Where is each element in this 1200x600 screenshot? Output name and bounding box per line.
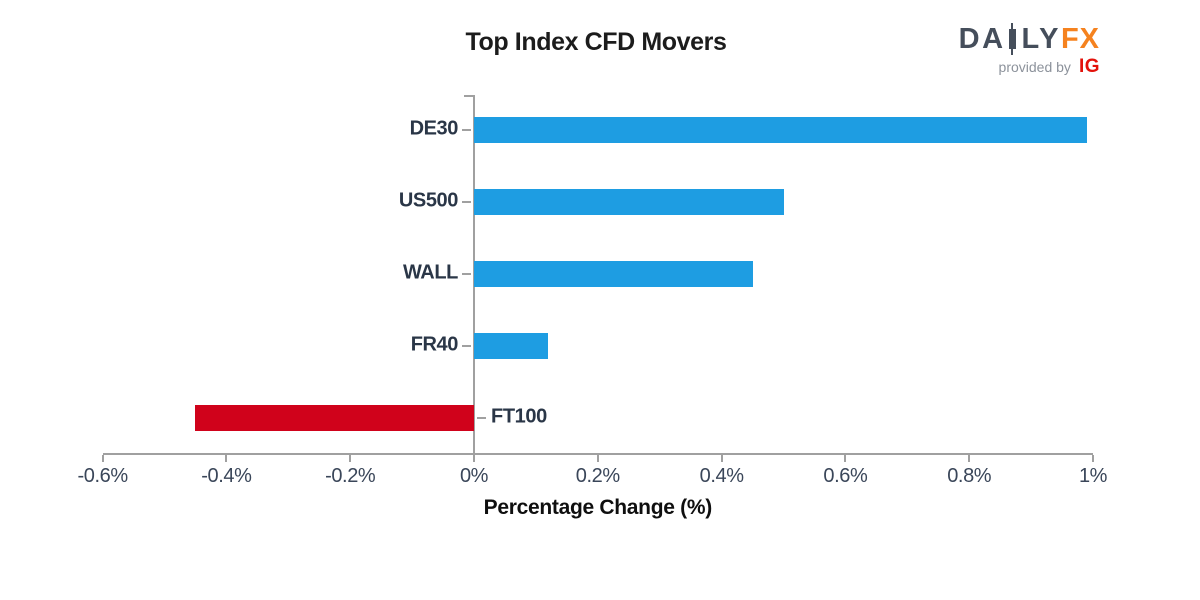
chart-title: Top Index CFD Movers	[465, 28, 727, 56]
x-axis-title: Percentage Change (%)	[483, 496, 713, 519]
logo-text-da: DA	[958, 22, 1006, 55]
category-tick-fr40	[462, 345, 471, 347]
logo-text-fx: FX	[1060, 22, 1100, 55]
x-tick	[349, 455, 352, 462]
x-tick	[596, 455, 599, 462]
y-axis-endcap	[464, 95, 473, 97]
x-tick-label-06: -0.6%	[77, 465, 128, 487]
x-axis-line	[102, 453, 1093, 455]
dailyfx-wordmark: DA LY FX	[959, 23, 1100, 55]
x-tick-label-02: -0.2%	[325, 465, 376, 487]
x-tick-label-0: 0%	[459, 465, 489, 487]
category-label-wall: WALL	[402, 261, 458, 284]
category-tick-us500	[462, 201, 471, 203]
x-tick	[1092, 455, 1094, 462]
category-label-de30: DE30	[409, 117, 459, 140]
bar-us500	[474, 189, 784, 215]
category-label-us500: US500	[398, 189, 459, 212]
x-tick	[968, 455, 971, 462]
dailyfx-logo: DA LY FX provided by IG	[959, 23, 1100, 78]
category-label-ft100: FT100	[491, 405, 547, 428]
category-tick-ft100	[477, 417, 486, 419]
x-tick-label-04: -0.4%	[201, 465, 252, 487]
category-tick-de30	[462, 129, 471, 131]
bar-wall	[474, 261, 753, 287]
logo-text-ly: LY	[1021, 22, 1061, 55]
x-tick-label-06: 0.6%	[823, 465, 868, 487]
x-tick	[844, 455, 847, 462]
x-tick	[225, 455, 228, 462]
ig-logo: IG	[1078, 56, 1100, 77]
category-label-fr40: FR40	[410, 333, 459, 356]
x-tick-label-04: 0.4%	[699, 465, 744, 487]
candlestick-icon	[1008, 23, 1016, 55]
bar-de30	[474, 117, 1087, 143]
x-tick-label-08: 0.8%	[947, 465, 992, 487]
provided-by-label: provided by	[998, 59, 1071, 75]
logo-subline: provided by IG	[959, 56, 1100, 78]
x-tick	[720, 455, 723, 462]
category-tick-wall	[462, 273, 471, 275]
x-tick-label-1: 1%	[1078, 465, 1108, 487]
bar-fr40	[474, 333, 549, 359]
bar-ft100	[195, 405, 474, 431]
x-tick-label-02: 0.2%	[575, 465, 620, 487]
x-tick	[473, 455, 475, 462]
x-tick	[101, 455, 104, 462]
